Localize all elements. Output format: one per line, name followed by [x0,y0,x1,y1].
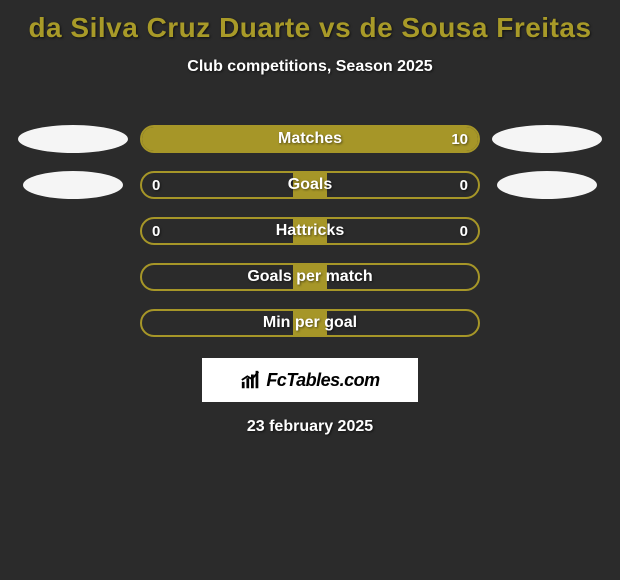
stat-label: Goals per match [247,268,372,286]
stat-bar: 0 Goals 0 [140,171,480,199]
stat-bar: Min per goal [140,309,480,337]
stat-row: Matches 10 [0,116,620,162]
stat-right-value: 0 [460,223,468,240]
player-left-ellipse [23,171,123,199]
date-text: 23 february 2025 [0,418,620,436]
stat-row: Goals per match [0,254,620,300]
comparison-title: da Silva Cruz Duarte vs de Sousa Freitas [0,0,620,44]
stat-left-value: 0 [152,223,160,240]
stat-row: 0 Hattricks 0 [0,208,620,254]
logo-box: FcTables.com [202,358,418,402]
stat-bar: Goals per match [140,263,480,291]
stat-right-value: 10 [451,131,468,148]
player-right-ellipse [492,125,602,153]
stat-label: Hattricks [276,222,344,240]
stat-label: Min per goal [263,314,357,332]
stat-bar: 0 Hattricks 0 [140,217,480,245]
stat-label: Goals [288,176,332,194]
comparison-subtitle: Club competitions, Season 2025 [0,58,620,76]
logo-text: FcTables.com [266,370,379,391]
stat-left-value: 0 [152,177,160,194]
stat-bar: Matches 10 [140,125,480,153]
player-left-ellipse [18,125,128,153]
stat-right-value: 0 [460,177,468,194]
stat-rows: Matches 10 0 Goals 0 0 Hattricks 0 Goals per mat… [0,116,620,346]
stat-row: 0 Goals 0 [0,162,620,208]
player-right-ellipse [497,171,597,199]
stat-row: Min per goal [0,300,620,346]
stat-label: Matches [278,130,342,148]
chart-line-icon [240,369,262,391]
